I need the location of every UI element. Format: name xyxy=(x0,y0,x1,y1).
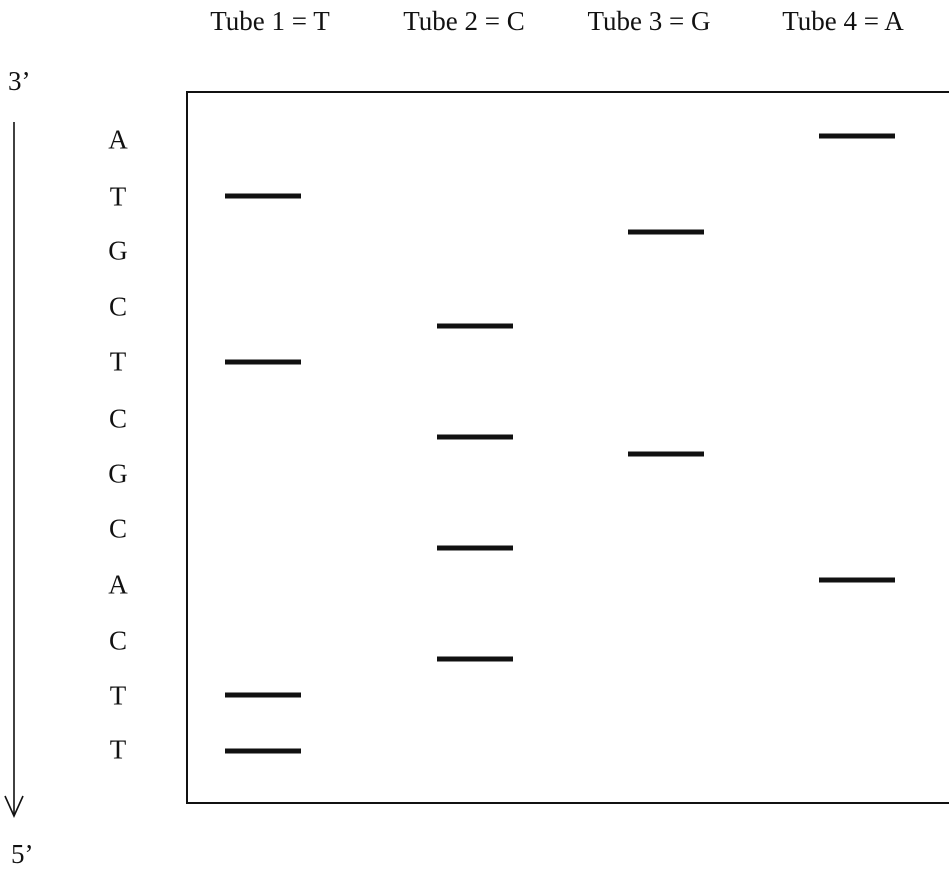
sequence-base: C xyxy=(108,403,128,434)
gel-band xyxy=(437,656,513,661)
sequence-base: A xyxy=(108,124,128,155)
gel-band xyxy=(819,577,895,583)
gel-band xyxy=(437,545,513,550)
lane-header-tube-4: Tube 4 = A xyxy=(782,6,904,36)
three-prime-label: 3’ xyxy=(8,66,31,96)
lane-header-tube-2: Tube 2 = C xyxy=(403,6,525,36)
gel-band xyxy=(437,434,513,439)
sequence-base: A xyxy=(108,569,128,600)
gel-band xyxy=(225,359,301,365)
sequence-base: T xyxy=(109,346,127,377)
gel-band xyxy=(225,193,301,198)
sequence-base: C xyxy=(108,291,128,322)
lane-header-tube-1: Tube 1 = T xyxy=(210,6,330,36)
gel-frame xyxy=(186,91,949,804)
gel-band xyxy=(628,229,704,235)
gel-band xyxy=(819,133,895,139)
gel-band xyxy=(225,748,301,753)
five-prime-label: 5’ xyxy=(11,839,34,869)
sequence-base: T xyxy=(109,181,127,212)
lane-header-tube-3: Tube 3 = G xyxy=(587,6,711,36)
sequence-base: T xyxy=(109,680,127,711)
gel-band xyxy=(628,451,704,457)
sequence-base: G xyxy=(108,235,128,266)
gel-band xyxy=(437,323,513,328)
down-arrow-icon xyxy=(4,122,24,818)
sequence-base: G xyxy=(108,458,128,489)
sequence-base: T xyxy=(109,734,127,765)
sequence-base: C xyxy=(108,625,128,656)
gel-band xyxy=(225,692,301,698)
sequence-base: C xyxy=(108,513,128,544)
